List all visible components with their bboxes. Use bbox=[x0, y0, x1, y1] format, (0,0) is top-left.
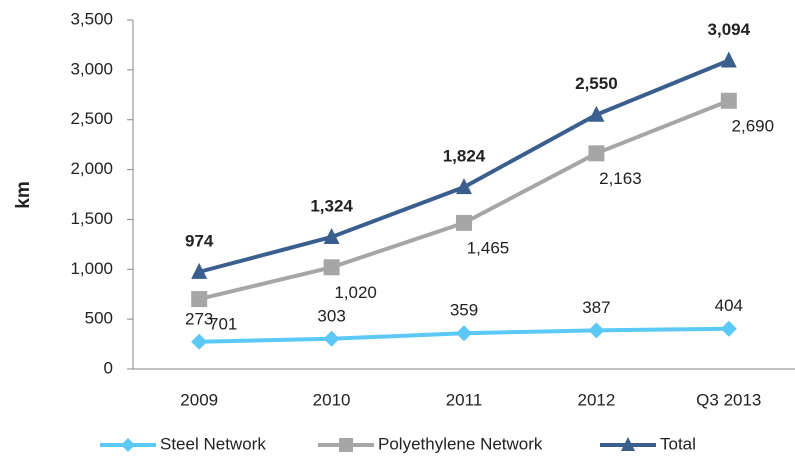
data-point bbox=[191, 291, 208, 308]
data-label: 2,163 bbox=[599, 169, 642, 188]
data-label: 387 bbox=[582, 298, 610, 317]
data-point bbox=[323, 227, 340, 244]
data-point bbox=[720, 320, 737, 337]
data-point bbox=[720, 51, 737, 68]
series-line bbox=[198, 98, 730, 302]
data-point bbox=[456, 325, 472, 342]
data-label: 2,690 bbox=[732, 116, 775, 135]
legend-marker bbox=[339, 438, 353, 452]
data-label: 3,094 bbox=[708, 20, 751, 39]
data-label: 1,020 bbox=[334, 283, 377, 302]
data-point bbox=[323, 330, 340, 347]
data-label: 974 bbox=[185, 231, 214, 250]
x-tick-label: Q3 2013 bbox=[696, 390, 761, 409]
legend-label: Total bbox=[660, 434, 696, 453]
data-point bbox=[456, 178, 472, 195]
y-tick-label: 2,500 bbox=[70, 109, 113, 128]
data-label: 1,324 bbox=[310, 196, 353, 215]
legend-label: Steel Network bbox=[160, 434, 266, 453]
data-label: 1,465 bbox=[467, 238, 510, 257]
data-label: 2,550 bbox=[575, 74, 618, 93]
y-tick-label: 3,000 bbox=[70, 59, 113, 78]
data-label: 359 bbox=[450, 301, 478, 320]
data-point bbox=[323, 259, 340, 276]
x-tick-label: 2011 bbox=[446, 390, 483, 409]
y-tick-label: 3,500 bbox=[70, 9, 113, 28]
legend-label: Polyethylene Network bbox=[378, 434, 543, 453]
x-tick-label: 2012 bbox=[577, 390, 615, 409]
legend-marker bbox=[621, 437, 635, 451]
data-point bbox=[588, 322, 605, 339]
x-tick-label: 2009 bbox=[180, 390, 218, 409]
data-point bbox=[720, 92, 737, 109]
data-label: 404 bbox=[715, 296, 743, 315]
series-line bbox=[198, 58, 730, 274]
data-point bbox=[456, 214, 472, 231]
data-label: 1,824 bbox=[443, 147, 486, 166]
data-label: 701 bbox=[209, 315, 237, 334]
y-tick-label: 2,000 bbox=[70, 159, 113, 178]
legend-marker bbox=[121, 438, 135, 452]
data-label: 303 bbox=[317, 306, 345, 325]
y-axis-label: km bbox=[13, 181, 34, 208]
y-tick-label: 1,000 bbox=[70, 259, 113, 278]
data-point bbox=[588, 145, 605, 162]
y-tick-label: 1,500 bbox=[70, 209, 113, 228]
data-point bbox=[191, 333, 208, 350]
x-tick-label: 2010 bbox=[313, 390, 351, 409]
data-point bbox=[191, 262, 208, 279]
data-point bbox=[588, 105, 605, 122]
y-tick-label: 500 bbox=[85, 309, 113, 328]
data-label: 273 bbox=[185, 309, 213, 328]
y-tick-label: 0 bbox=[104, 358, 113, 377]
